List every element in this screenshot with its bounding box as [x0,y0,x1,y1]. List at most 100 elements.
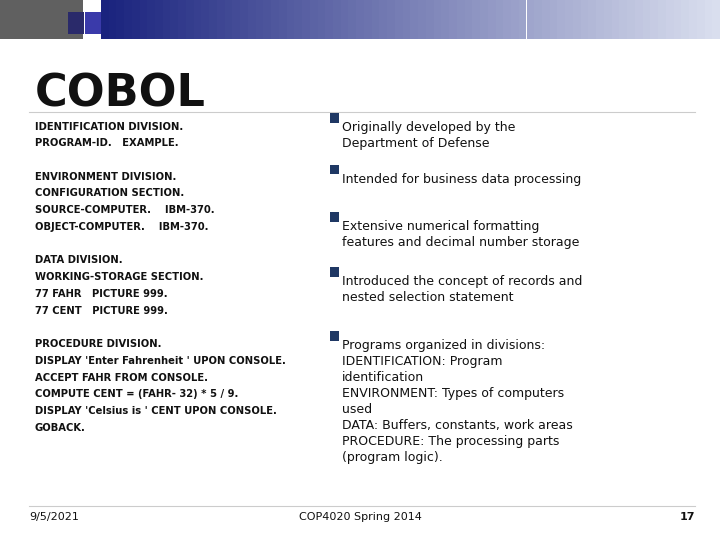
Bar [526,0,534,39]
Text: PROGRAM-ID.   EXAMPLE.: PROGRAM-ID. EXAMPLE. [35,138,178,149]
Bar [433,0,441,39]
Bar [503,0,511,39]
Bar [132,0,140,39]
Bar [117,0,124,39]
Bar [464,0,472,39]
Bar [441,0,449,39]
Bar [588,0,596,39]
Text: Extensive numerical formatting
features and decimal number storage: Extensive numerical formatting features … [342,220,580,249]
Bar [426,0,433,39]
Bar [325,0,333,39]
Text: GOBACK.: GOBACK. [35,423,86,433]
Text: 17: 17 [679,512,695,522]
Text: DISPLAY 'Enter Fahrenheit ' UPON CONSOLE.: DISPLAY 'Enter Fahrenheit ' UPON CONSOLE… [35,356,285,366]
Bar [330,212,339,222]
Bar [643,0,650,39]
Text: SOURCE-COMPUTER.    IBM-370.: SOURCE-COMPUTER. IBM-370. [35,205,214,215]
Bar [271,0,279,39]
Bar [318,0,325,39]
Bar [697,0,704,39]
Bar [330,331,339,341]
Bar [109,0,117,39]
Bar [310,0,318,39]
Text: Originally developed by the
Department of Defense: Originally developed by the Department o… [342,122,516,151]
Bar [225,0,233,39]
Text: 9/5/2021: 9/5/2021 [29,512,78,522]
Bar [395,0,402,39]
Text: 77 CENT   PICTURE 999.: 77 CENT PICTURE 999. [35,306,168,316]
Bar [287,0,294,39]
Bar [202,0,210,39]
Bar [209,0,217,39]
Bar [194,0,202,39]
Bar [612,0,619,39]
Bar [379,0,387,39]
Bar [330,165,339,174]
Text: Intended for business data processing: Intended for business data processing [342,173,581,186]
Bar [635,0,642,39]
Text: DATA DIVISION.: DATA DIVISION. [35,255,122,266]
Bar [330,113,339,123]
Text: WORKING-STORAGE SECTION.: WORKING-STORAGE SECTION. [35,272,203,282]
Bar [542,0,550,39]
Bar [155,0,163,39]
Bar [256,0,264,39]
Bar [472,0,480,39]
Text: IDENTIFICATION DIVISION.: IDENTIFICATION DIVISION. [35,122,183,132]
Bar [410,0,418,39]
Bar [681,0,689,39]
Text: OBJECT-COMPUTER.    IBM-370.: OBJECT-COMPUTER. IBM-370. [35,222,208,232]
Bar [333,0,341,39]
Bar [449,0,456,39]
Bar [348,0,356,39]
Bar [666,0,674,39]
Text: 77 FAHR   PICTURE 999.: 77 FAHR PICTURE 999. [35,289,167,299]
Text: CONFIGURATION SECTION.: CONFIGURATION SECTION. [35,188,184,199]
Bar [534,0,542,39]
Bar [557,0,565,39]
Bar [619,0,627,39]
Bar [264,0,271,39]
Bar [480,0,488,39]
Text: COMPUTE CENT = (FAHR- 32) * 5 / 9.: COMPUTE CENT = (FAHR- 32) * 5 / 9. [35,389,238,400]
Bar [627,0,635,39]
Bar [101,0,109,39]
Bar [372,0,379,39]
Bar [658,0,666,39]
Bar [248,0,256,39]
Bar [364,0,372,39]
Text: DISPLAY 'Celsius is ' CENT UPON CONSOLE.: DISPLAY 'Celsius is ' CENT UPON CONSOLE. [35,406,276,416]
Text: ENVIRONMENT DIVISION.: ENVIRONMENT DIVISION. [35,172,176,182]
Bar [330,267,339,277]
Bar [418,0,426,39]
Bar [550,0,557,39]
Bar [279,0,287,39]
Bar [689,0,697,39]
Text: PROCEDURE DIVISION.: PROCEDURE DIVISION. [35,339,161,349]
Bar [302,0,310,39]
Text: COP4020 Spring 2014: COP4020 Spring 2014 [299,512,421,522]
Bar [163,0,171,39]
Bar [294,0,302,39]
Bar [140,0,148,39]
Bar [704,0,712,39]
Bar [712,0,720,39]
Bar [85,12,101,33]
Bar [565,0,573,39]
Text: COBOL: COBOL [35,73,205,116]
Bar [0,0,83,39]
Bar [580,0,588,39]
Text: Programs organized in divisions:
IDENTIFICATION: Program
identification
ENVIRONM: Programs organized in divisions: IDENTIF… [342,339,572,464]
Bar [179,0,186,39]
Bar [148,0,155,39]
Bar [650,0,658,39]
Bar [495,0,503,39]
Bar [674,0,681,39]
Bar [402,0,410,39]
Text: ACCEPT FAHR FROM CONSOLE.: ACCEPT FAHR FROM CONSOLE. [35,373,207,383]
Bar [186,0,194,39]
Bar [387,0,395,39]
Bar [456,0,464,39]
Bar [68,12,84,33]
Text: Introduced the concept of records and
nested selection statement: Introduced the concept of records and ne… [342,275,582,305]
